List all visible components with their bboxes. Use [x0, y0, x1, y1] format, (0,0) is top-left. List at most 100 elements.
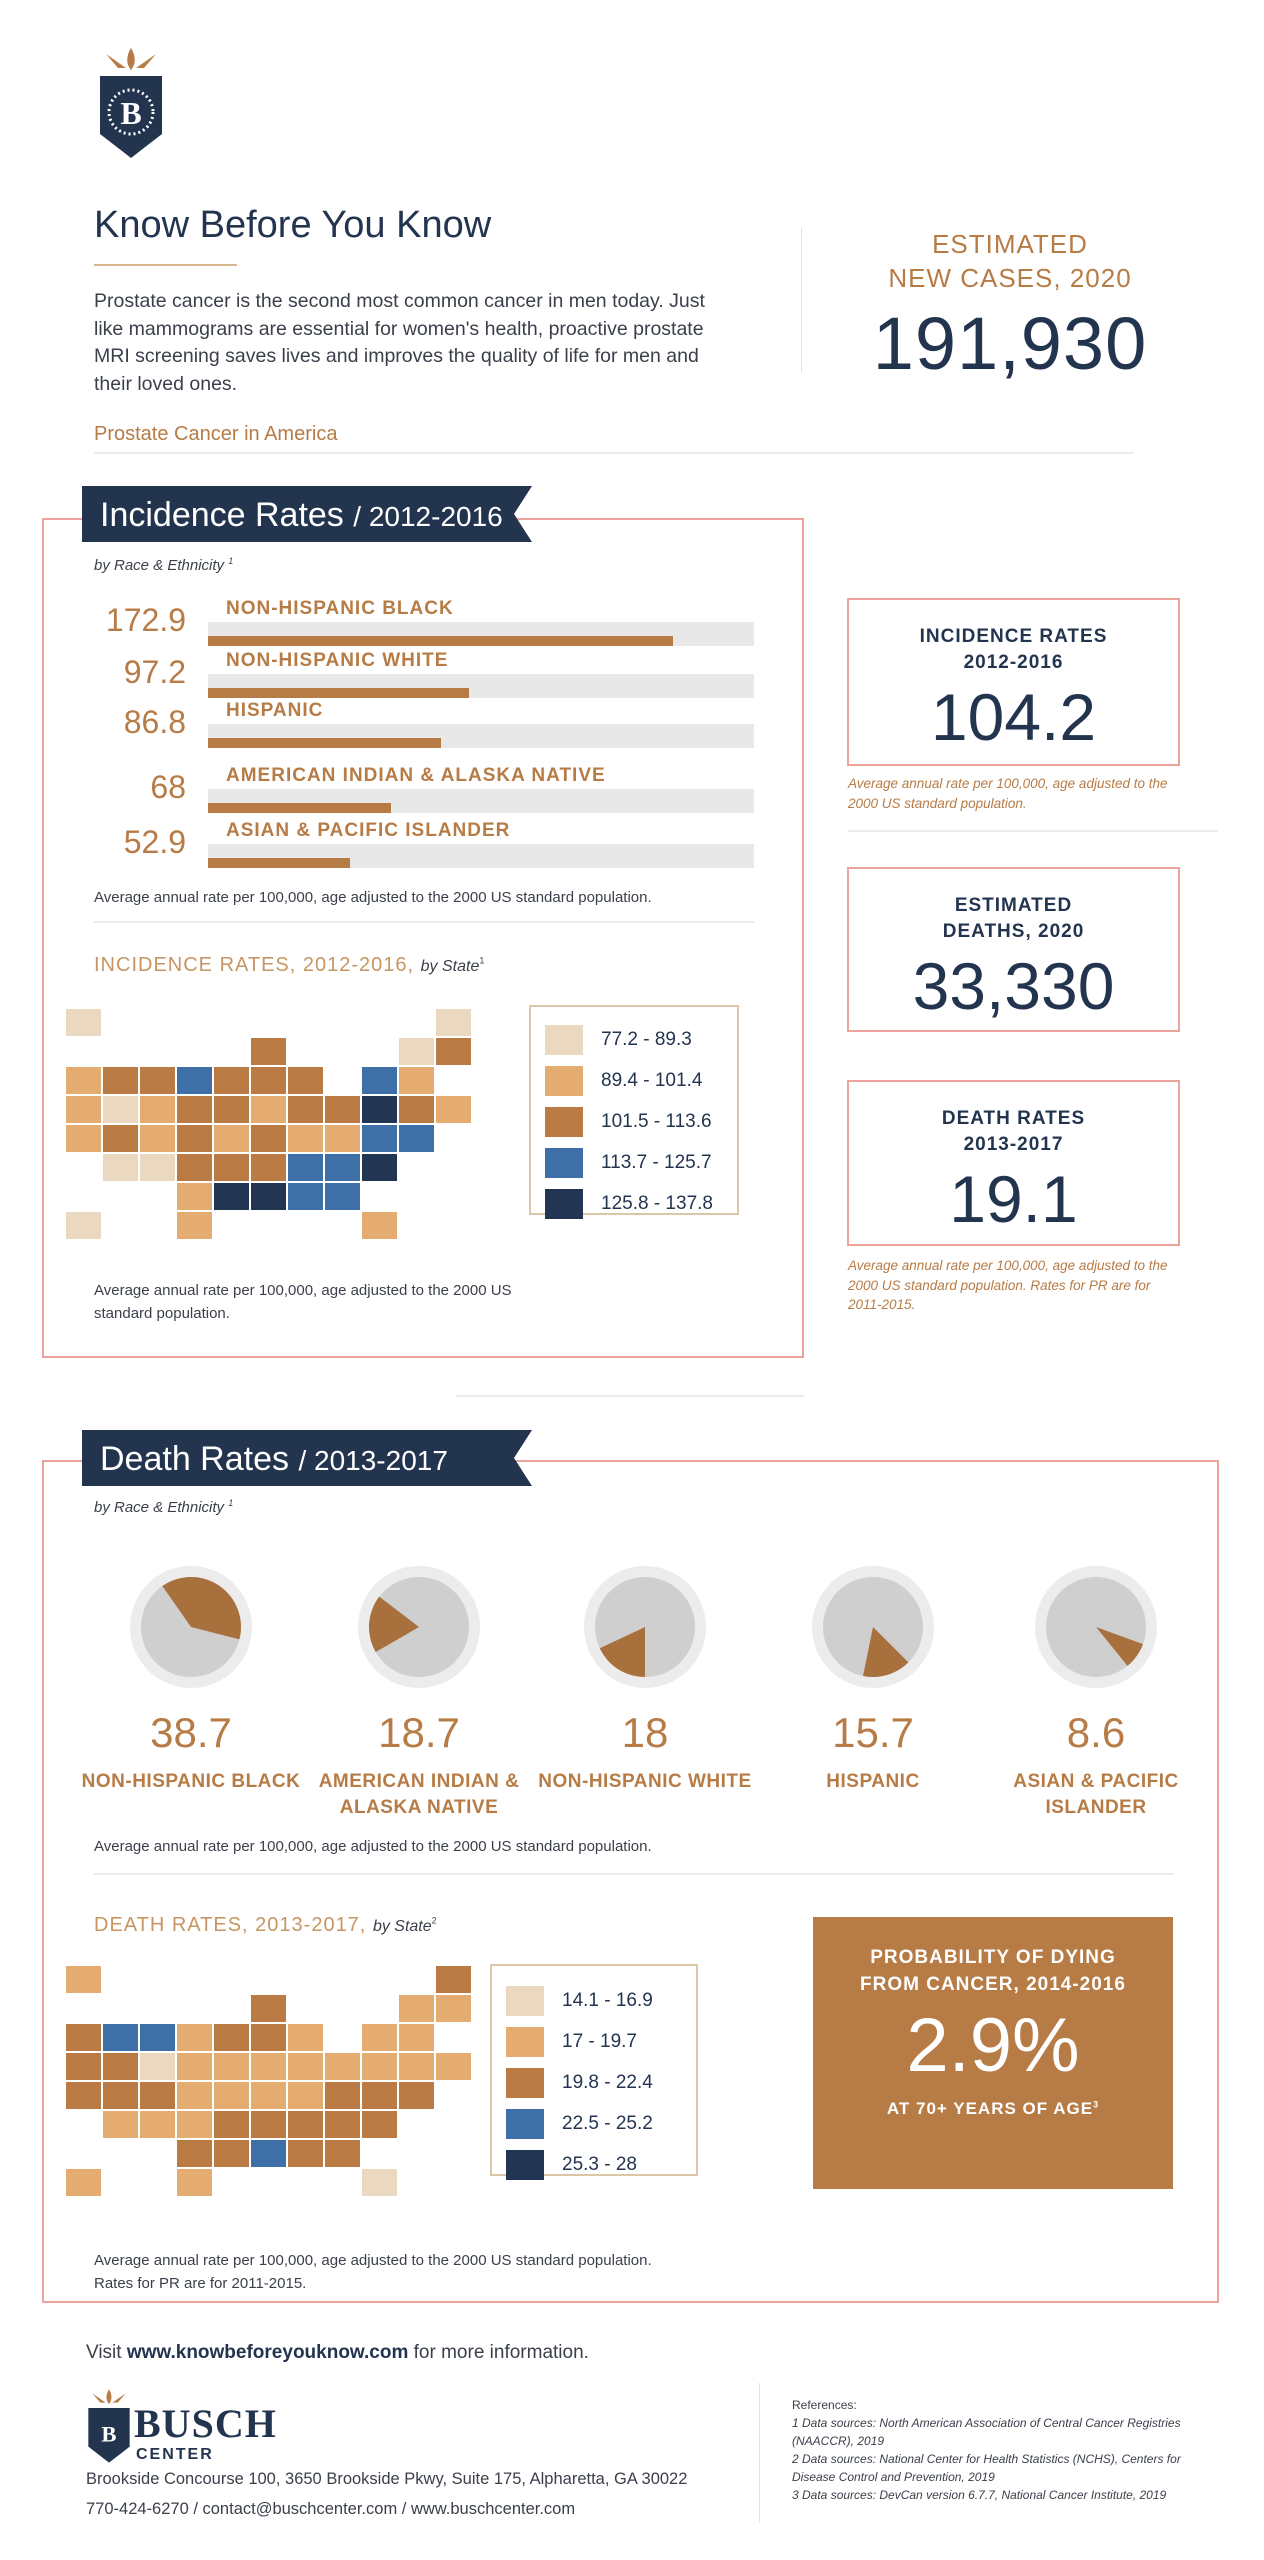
state-wv: [288, 2082, 323, 2109]
svg-text:B: B: [101, 2421, 116, 2446]
legend-item: 77.2 - 89.3: [545, 1019, 737, 1060]
bar-track: [208, 674, 754, 698]
death-banner-years: / 2013-2017: [298, 1445, 448, 1476]
legend-item: 22.5 - 25.2: [506, 2103, 696, 2144]
legend-swatch: [506, 1985, 544, 2016]
state-me: [436, 1966, 471, 1993]
pie-item: 38.7 NON-HISPANIC BLACK: [81, 1562, 301, 1795]
legend-item: 19.8 - 22.4: [506, 2062, 696, 2103]
pie-chart: [130, 1566, 252, 1688]
busch-footer-logo-icon: B: [88, 2389, 130, 2463]
state-ut: [103, 2082, 138, 2109]
pie-item: 18 NON-HISPANIC WHITE: [535, 1562, 755, 1795]
state-co: [140, 1125, 175, 1152]
state-il: [251, 1067, 286, 1094]
legend-label: 101.5 - 113.6: [601, 1110, 712, 1132]
svg-text:B: B: [120, 95, 141, 131]
state-vt: [399, 1038, 434, 1065]
probability-footer: AT 70+ YEARS OF AGE3: [886, 2099, 1100, 2119]
bar-category-label: NON-HISPANIC WHITE: [226, 650, 449, 671]
state-nm: [140, 2111, 175, 2138]
death-rate-label-2: 2013-2017: [963, 1133, 1064, 1155]
death-rate-note: Average annual rate per 100,000, age adj…: [848, 1258, 1168, 1313]
incidence-rate-note: Average annual rate per 100,000, age adj…: [848, 776, 1168, 811]
state-md: [362, 2082, 397, 2109]
legend-swatch: [545, 1147, 583, 1178]
bar-track: [208, 724, 754, 748]
pie-slice: [369, 1596, 419, 1652]
state-nv: [103, 2053, 138, 2080]
death-state-map: [66, 1966, 471, 2196]
legend-label: 125.8 - 137.8: [601, 1192, 713, 1214]
bar: [208, 738, 442, 748]
state-ks: [177, 2111, 212, 2138]
state-ak: [66, 1966, 101, 1993]
pie-value-label: 18.7: [378, 1709, 460, 1756]
reference-3: 3 Data sources: DevCan version 6.7.7, Na…: [792, 2488, 1167, 2502]
state-ar: [214, 1154, 249, 1181]
state-wv: [288, 1125, 323, 1152]
pie-chart: [584, 1566, 706, 1688]
visit-link[interactable]: www.knowbeforeyouknow.com: [126, 2342, 409, 2363]
death-rate-label-1: DEATH RATES: [941, 1108, 1086, 1129]
pie-value-label: 18: [621, 1709, 669, 1756]
brand-sub: CENTER: [136, 2446, 214, 2463]
state-tn: [251, 2111, 286, 2138]
deaths-label-1: ESTIMATED: [954, 895, 1073, 916]
incidence-banner-years: / 2012-2016: [353, 501, 503, 532]
references-title: References:: [792, 2398, 857, 2412]
state-id: [103, 1067, 138, 1094]
legend-item: 17 - 19.7: [506, 2021, 696, 2062]
state-nm: [140, 1154, 175, 1181]
state-ak: [66, 1009, 101, 1036]
state-tx: [177, 2169, 212, 2196]
death-divider: [94, 1873, 1174, 1875]
state-ia: [214, 2053, 249, 2080]
death-section: [42, 1460, 1219, 2303]
state-pa: [325, 1096, 360, 1123]
pie-chart: [1035, 1566, 1157, 1688]
legend-item: 25.3 - 28: [506, 2144, 696, 2185]
death-banner: Death Rates / 2013-2017: [82, 1430, 532, 1486]
legend-label: 17 - 19.7: [562, 2030, 637, 2052]
bar-row: 172.9 NON-HISPANIC BLACK: [94, 598, 774, 658]
state-ca: [66, 2082, 101, 2109]
state-de: [399, 1125, 434, 1152]
state-sc: [325, 1154, 360, 1181]
pie-slice: [162, 1577, 241, 1640]
state-tn: [251, 1154, 286, 1181]
state-al: [288, 1183, 323, 1210]
pie-item: 18.7 AMERICAN INDIAN & ALASKA NATIVE: [309, 1562, 529, 1820]
state-nd: [177, 2024, 212, 2051]
pie-category-label: AMERICAN INDIAN & ALASKA NATIVE: [318, 1771, 520, 1818]
legend-label: 25.3 - 28: [562, 2153, 637, 2175]
mid-divider: [456, 1395, 804, 1397]
state-mo: [214, 1125, 249, 1152]
legend-item: 125.8 - 137.8: [545, 1183, 737, 1224]
state-sd: [177, 1096, 212, 1123]
legend-swatch: [545, 1188, 583, 1219]
probability-label-2: FROM CANCER, 2014-2016: [860, 1973, 1126, 1995]
state-nc: [288, 2111, 323, 2138]
incidence-note: Average annual rate per 100,000, age adj…: [94, 889, 652, 906]
state-ny: [362, 1067, 397, 1094]
death-map-title: DEATH RATES, 2013-2017, by State2: [94, 1914, 438, 1936]
new-cases-value: 191,930: [872, 301, 1148, 385]
state-ar: [214, 2111, 249, 2138]
pie-value-label: 8.6: [1066, 1709, 1126, 1756]
legend-swatch: [506, 2149, 544, 2180]
pie-category-label: NON-HISPANIC BLACK: [81, 1771, 301, 1792]
legend-swatch: [506, 2026, 544, 2057]
state-hi: [66, 2169, 101, 2196]
state-vt: [399, 1995, 434, 2022]
state-al: [288, 2140, 323, 2167]
address: Brookside Concourse 100, 3650 Brookside …: [86, 2470, 688, 2488]
legend-swatch: [506, 2067, 544, 2098]
incidence-rate-value: 104.2: [930, 680, 1097, 755]
state-ma: [399, 1067, 434, 1094]
state-ca: [66, 1125, 101, 1152]
contact[interactable]: 770-424-6270 / contact@buschcenter.com /…: [86, 2500, 576, 2518]
incidence-rate-label-1: INCIDENCE RATES: [919, 626, 1108, 647]
incidence-map-title: INCIDENCE RATES, 2012-2016, by State1: [94, 954, 486, 976]
incidence-banner-title: Incidence Rates: [100, 496, 344, 534]
